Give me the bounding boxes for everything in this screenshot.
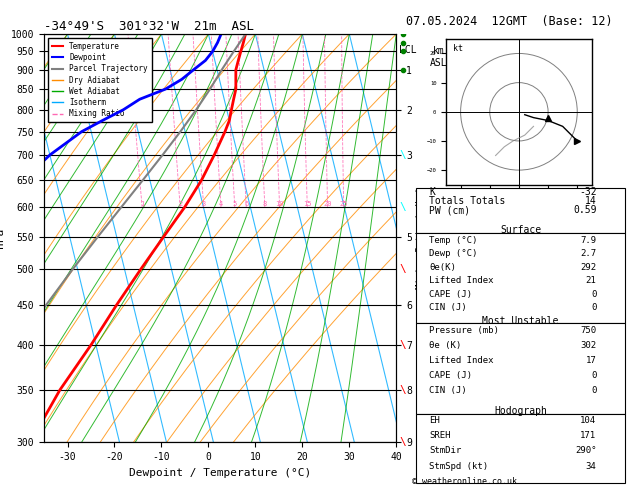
Text: SREH: SREH	[430, 432, 451, 440]
Text: 25: 25	[340, 201, 348, 207]
Text: StmSpd (kt): StmSpd (kt)	[430, 462, 489, 470]
Legend: Temperature, Dewpoint, Parcel Trajectory, Dry Adiabat, Wet Adiabat, Isotherm, Mi: Temperature, Dewpoint, Parcel Trajectory…	[48, 38, 152, 122]
Text: 0: 0	[591, 290, 596, 299]
Text: CAPE (J): CAPE (J)	[430, 371, 472, 380]
Text: 104: 104	[581, 417, 596, 425]
Text: 0: 0	[591, 386, 596, 395]
Text: PW (cm): PW (cm)	[430, 205, 470, 215]
Text: -32: -32	[579, 187, 596, 197]
FancyBboxPatch shape	[416, 188, 625, 233]
Text: 20: 20	[323, 201, 332, 207]
Text: \: \	[399, 264, 406, 274]
Text: 17: 17	[586, 356, 596, 365]
Text: 0: 0	[591, 371, 596, 380]
Text: Dewp (°C): Dewp (°C)	[430, 249, 478, 258]
Text: 171: 171	[581, 432, 596, 440]
Text: 34: 34	[586, 462, 596, 470]
Text: EH: EH	[430, 417, 440, 425]
FancyBboxPatch shape	[416, 414, 625, 483]
Text: 5: 5	[233, 201, 237, 207]
Text: 10: 10	[276, 201, 284, 207]
Text: 07.05.2024  12GMT  (Base: 12): 07.05.2024 12GMT (Base: 12)	[406, 15, 612, 28]
Text: 1: 1	[140, 201, 144, 207]
Text: Surface: Surface	[500, 226, 541, 236]
Text: 4: 4	[219, 201, 223, 207]
Text: 7.9: 7.9	[581, 236, 596, 244]
Text: 21: 21	[586, 276, 596, 285]
Text: Totals Totals: Totals Totals	[430, 196, 506, 206]
Y-axis label: km
ASL: km ASL	[430, 46, 447, 68]
Text: © weatheronline.co.uk: © weatheronline.co.uk	[412, 477, 517, 486]
Text: CIN (J): CIN (J)	[430, 386, 467, 395]
Text: StmDir: StmDir	[430, 447, 462, 455]
X-axis label: Dewpoint / Temperature (°C): Dewpoint / Temperature (°C)	[129, 468, 311, 478]
Text: θe (K): θe (K)	[430, 341, 462, 350]
Text: Hodograph: Hodograph	[494, 406, 547, 417]
Text: -34°49'S  301°32'W  21m  ASL: -34°49'S 301°32'W 21m ASL	[44, 20, 254, 33]
Text: 0: 0	[591, 303, 596, 312]
Text: \: \	[399, 150, 406, 160]
Text: Temp (°C): Temp (°C)	[430, 236, 478, 244]
Text: CIN (J): CIN (J)	[430, 303, 467, 312]
Text: Lifted Index: Lifted Index	[430, 276, 494, 285]
Text: \: \	[399, 385, 406, 395]
Text: 6: 6	[244, 201, 248, 207]
Text: 8: 8	[263, 201, 267, 207]
Text: 750: 750	[581, 326, 596, 335]
Text: 290°: 290°	[575, 447, 596, 455]
Text: Pressure (mb): Pressure (mb)	[430, 326, 499, 335]
Text: \: \	[399, 340, 406, 350]
Text: 2: 2	[178, 201, 182, 207]
FancyBboxPatch shape	[416, 323, 625, 414]
Text: LCL: LCL	[399, 45, 416, 54]
Text: 0.59: 0.59	[573, 205, 596, 215]
Text: 14: 14	[585, 196, 596, 206]
Text: \: \	[399, 437, 406, 447]
Text: 2.7: 2.7	[581, 249, 596, 258]
Text: 3: 3	[201, 201, 206, 207]
Text: θe(K): θe(K)	[430, 262, 456, 272]
Text: CAPE (J): CAPE (J)	[430, 290, 472, 299]
Text: K: K	[430, 187, 435, 197]
Text: 15: 15	[303, 201, 311, 207]
Y-axis label: hPa: hPa	[0, 228, 5, 248]
FancyBboxPatch shape	[416, 233, 625, 323]
Text: Lifted Index: Lifted Index	[430, 356, 494, 365]
Text: Most Unstable: Most Unstable	[482, 316, 559, 326]
Text: Mixing Ratio (g/kg): Mixing Ratio (g/kg)	[416, 187, 425, 289]
Text: 302: 302	[581, 341, 596, 350]
Text: kt: kt	[454, 44, 464, 52]
Text: 292: 292	[581, 262, 596, 272]
Text: \: \	[399, 202, 406, 212]
